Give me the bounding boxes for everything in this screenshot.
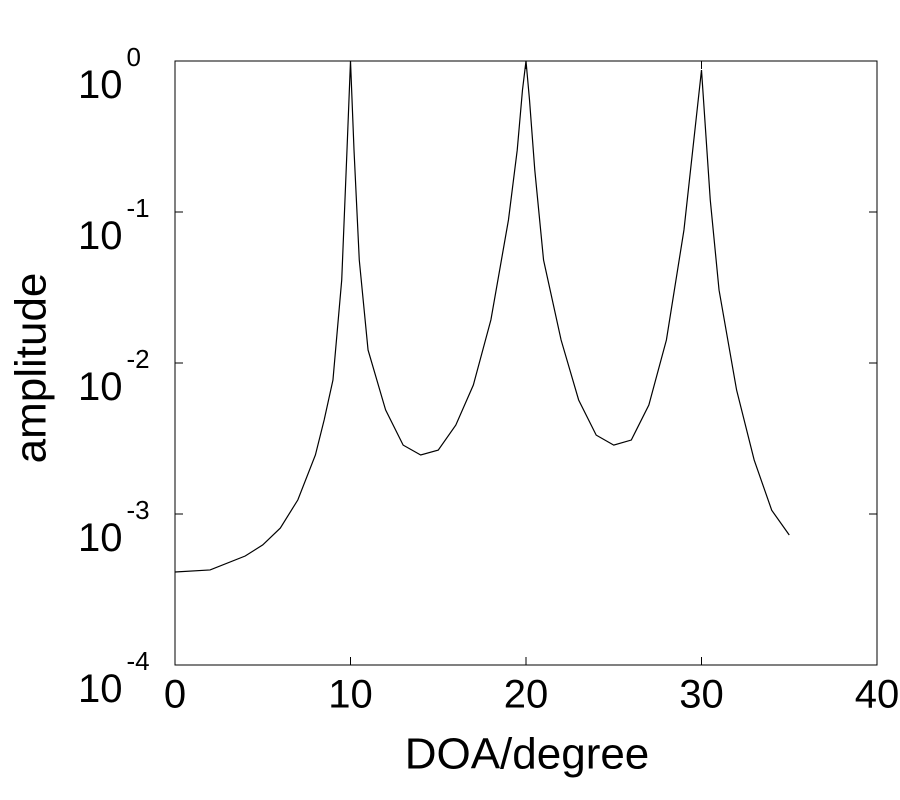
y-tick-label: 10-3 — [78, 495, 150, 560]
y-tick-label: 10-2 — [78, 344, 150, 409]
y-tick-base: 10 — [78, 365, 123, 409]
y-tick-exponent: -4 — [127, 646, 150, 676]
x-tick-label: 30 — [679, 673, 724, 717]
y-tick-base: 10 — [78, 516, 123, 560]
x-tick-label: 10 — [328, 673, 373, 717]
y-tick-exponent: -2 — [127, 344, 150, 374]
y-tick-exponent: -1 — [127, 193, 150, 223]
y-axis-label: amplitude — [7, 273, 56, 464]
y-tick-label: 10-4 — [78, 646, 150, 711]
plot-frame — [174, 60, 878, 666]
y-tick-exponent: 0 — [127, 42, 141, 72]
y-tick-label: 100 — [78, 42, 141, 107]
y-tick-base: 10 — [78, 214, 123, 258]
data-line — [174, 60, 790, 573]
y-tick-exponent: -3 — [127, 495, 150, 525]
x-tick-label: 20 — [504, 673, 549, 717]
x-tick-label: 40 — [855, 673, 900, 717]
y-tick-base: 10 — [78, 667, 123, 711]
x-tick-label: 0 — [164, 673, 186, 717]
y-tick-label: 10-1 — [78, 193, 150, 258]
x-axis-label: DOA/degree — [405, 730, 650, 779]
y-tick-base: 10 — [78, 63, 123, 107]
